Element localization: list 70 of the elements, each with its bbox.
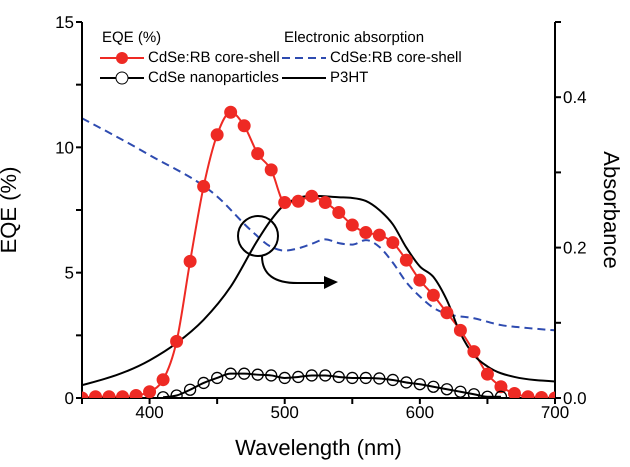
point [278, 196, 292, 209]
point [414, 378, 426, 390]
point [318, 196, 332, 209]
y-tick-label: 0 [64, 389, 74, 408]
y-tick-label: 5 [64, 264, 74, 283]
y-axis-title: EQE (%) [0, 166, 21, 254]
x-tick-label: 400 [135, 403, 164, 422]
point [454, 386, 467, 398]
point [292, 194, 305, 208]
point [359, 226, 372, 240]
point [332, 370, 345, 384]
point [467, 345, 480, 358]
y-tick-label: 10 [55, 138, 74, 158]
point [346, 218, 359, 232]
point [210, 128, 224, 142]
legend-label: P3HT [330, 68, 368, 88]
point [319, 369, 332, 382]
point [346, 372, 358, 384]
point [143, 385, 156, 398]
point [184, 384, 196, 396]
point [197, 376, 210, 390]
point [265, 369, 278, 382]
x-tick-label: 700 [540, 403, 570, 422]
point [480, 368, 494, 381]
point [197, 180, 210, 193]
y2-tick-label: 0.4 [563, 88, 587, 108]
line-series [82, 117, 555, 332]
x-tick-label: 600 [406, 403, 434, 422]
annotation: Electronic absorption [284, 28, 426, 48]
x-axis-title: Wavelength (nm) [235, 435, 402, 460]
point [372, 228, 386, 242]
point [305, 190, 318, 203]
x-tick-label: 500 [270, 403, 299, 422]
point [156, 373, 170, 386]
point [400, 254, 413, 267]
point [224, 106, 238, 119]
point [251, 147, 264, 160]
legend-label: CdSe nanoparticles [148, 68, 279, 88]
point [292, 370, 304, 384]
y2-tick-label: 0.2 [563, 238, 587, 258]
point [238, 119, 251, 132]
y-tick-label: 15 [55, 13, 74, 32]
point [426, 288, 440, 302]
point [170, 334, 184, 348]
point [238, 368, 250, 380]
legend-label: CdSe:RB core-shell [330, 48, 462, 68]
point [494, 380, 508, 394]
point [413, 274, 426, 287]
legend-label: CdSe:RB core-shell [148, 48, 280, 68]
point [252, 368, 264, 381]
point [210, 372, 224, 384]
point [427, 380, 440, 393]
point [508, 386, 521, 398]
point [386, 236, 400, 250]
point [360, 372, 372, 384]
annotation: EQE (%) [102, 28, 162, 48]
point [440, 383, 454, 396]
y2-axis-title: Absorbance [599, 151, 624, 269]
point [264, 163, 278, 176]
point [440, 306, 454, 320]
point [278, 372, 291, 384]
point [400, 376, 412, 389]
point [386, 374, 399, 386]
point [184, 254, 197, 268]
point [332, 206, 346, 220]
point [224, 368, 237, 380]
point [306, 369, 318, 382]
point [454, 324, 467, 337]
point [468, 388, 480, 398]
point [373, 372, 386, 385]
